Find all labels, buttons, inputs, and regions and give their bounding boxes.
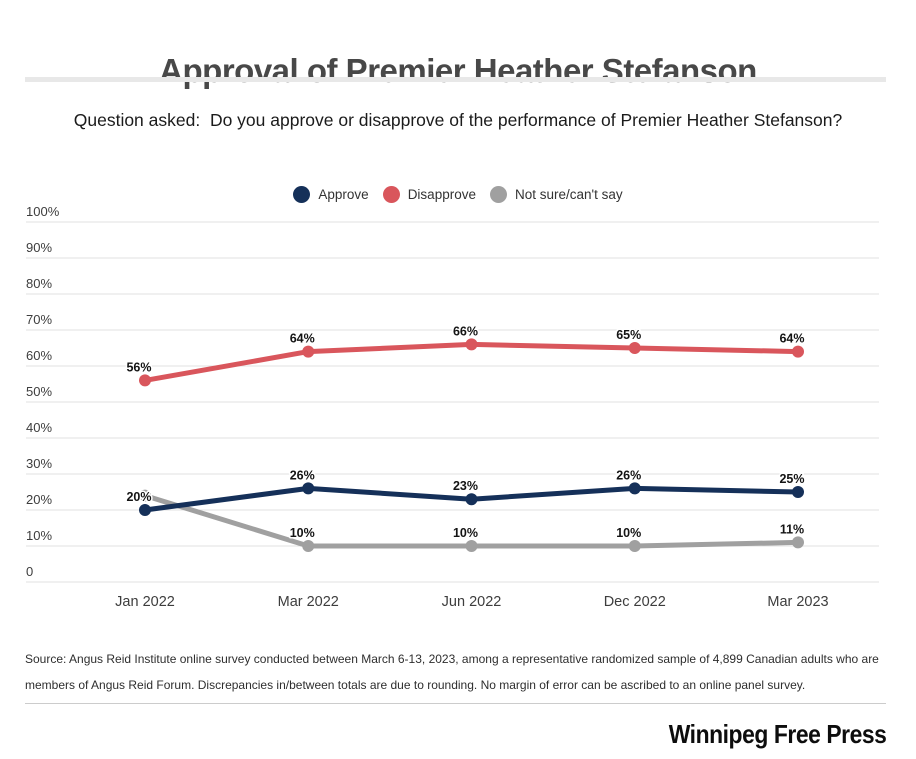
- data-point: [139, 374, 151, 387]
- data-point: [465, 493, 478, 506]
- disapprove-dot-icon: [382, 186, 400, 203]
- value-label: 23%: [453, 479, 478, 493]
- x-tick-label: Jun 2022: [442, 594, 502, 610]
- y-tick-label: 40%: [26, 420, 52, 435]
- data-point: [628, 482, 641, 495]
- page-title: Approval of Premier Heather Stefanson: [159, 52, 757, 90]
- question-subtitle: Question asked: Do you approve or disapp…: [73, 110, 843, 130]
- data-point: [792, 536, 804, 549]
- notsure-dot-icon: [489, 186, 507, 203]
- value-label: 26%: [616, 468, 641, 482]
- data-point: [465, 338, 478, 351]
- value-label: 66%: [453, 324, 478, 338]
- legend-label: Disapprove: [407, 187, 476, 202]
- data-point: [465, 540, 478, 552]
- chart-legend: Approve Disapprove Not sure/can't say: [0, 186, 916, 203]
- y-tick-label: 100%: [26, 204, 60, 219]
- data-point: [139, 504, 151, 516]
- title-divider: [25, 77, 886, 82]
- y-tick-label: 80%: [26, 276, 52, 291]
- y-tick-label: 10%: [26, 528, 52, 543]
- y-tick-label: 90%: [26, 240, 52, 255]
- data-point: [302, 345, 315, 358]
- value-label: 26%: [290, 468, 315, 482]
- value-label: 10%: [290, 526, 315, 540]
- data-point: [302, 482, 315, 495]
- value-label: 11%: [780, 522, 804, 536]
- data-point: [628, 342, 641, 354]
- approve-dot-icon: [293, 186, 311, 203]
- x-tick-label: Jan 2022: [115, 594, 175, 610]
- value-label: 64%: [779, 332, 804, 346]
- y-tick-label: 50%: [26, 384, 52, 399]
- data-point: [792, 486, 804, 498]
- winnipeg-free-press-logo: Winnipeg Free Press: [668, 719, 886, 749]
- value-label: 25%: [779, 472, 804, 486]
- value-label: 10%: [616, 526, 641, 540]
- approval-line-chart: 100% 90% 80% 70% 60% 50% 40% 30% 20% 10% 0 10% 10% 10…: [26, 204, 879, 610]
- data-point: [792, 345, 804, 358]
- value-label: 64%: [290, 332, 315, 346]
- x-tick-label: Mar 2022: [278, 594, 339, 610]
- data-point: [628, 540, 641, 552]
- value-label: 56%: [126, 360, 151, 374]
- y-tick-label: 20%: [26, 492, 52, 507]
- value-label: 65%: [616, 328, 641, 342]
- y-tick-label: 0: [26, 564, 33, 579]
- legend-item-approve: Approve: [293, 186, 369, 203]
- legend-item-notsure: Not sure/can't say: [489, 186, 623, 203]
- legend-label: Not sure/can't say: [514, 187, 623, 202]
- y-tick-label: 60%: [26, 348, 52, 363]
- value-label: 10%: [453, 526, 478, 540]
- x-tick-label: Dec 2022: [604, 594, 666, 610]
- y-tick-label: 30%: [26, 456, 52, 471]
- footer-divider: [25, 703, 886, 704]
- value-label: 20%: [126, 490, 151, 504]
- legend-item-disapprove: Disapprove: [382, 186, 476, 203]
- data-point: [302, 540, 315, 552]
- data-point: [139, 489, 151, 502]
- y-tick-label: 70%: [26, 312, 52, 327]
- x-tick-label: Mar 2023: [767, 594, 828, 610]
- source-note: Source: Angus Reid Institute online surv…: [25, 652, 879, 692]
- legend-label: Approve: [318, 187, 369, 202]
